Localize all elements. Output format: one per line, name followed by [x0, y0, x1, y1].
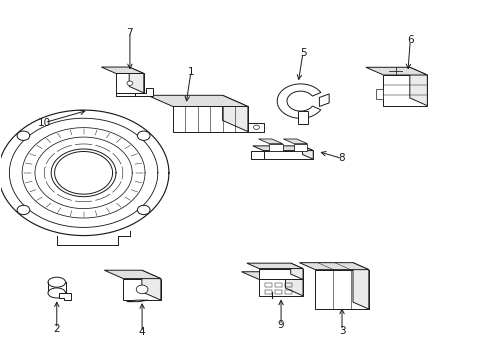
Circle shape [127, 81, 133, 85]
Circle shape [136, 285, 148, 294]
Polygon shape [365, 67, 427, 75]
Polygon shape [250, 150, 263, 159]
Polygon shape [409, 67, 427, 106]
Circle shape [17, 205, 30, 215]
Polygon shape [259, 279, 303, 296]
Text: 10: 10 [38, 118, 51, 128]
Polygon shape [269, 144, 282, 150]
Polygon shape [285, 272, 303, 296]
Polygon shape [222, 95, 247, 132]
Polygon shape [246, 263, 303, 269]
Polygon shape [129, 67, 143, 93]
Polygon shape [375, 89, 383, 99]
Polygon shape [383, 75, 427, 106]
Polygon shape [290, 263, 303, 279]
Polygon shape [252, 146, 313, 150]
Polygon shape [116, 73, 143, 93]
Polygon shape [302, 146, 313, 159]
Text: 7: 7 [126, 28, 133, 38]
Polygon shape [247, 123, 264, 132]
Polygon shape [241, 272, 303, 279]
Text: 6: 6 [406, 35, 413, 45]
Polygon shape [172, 107, 247, 132]
Circle shape [137, 205, 150, 215]
Polygon shape [116, 93, 134, 96]
Ellipse shape [48, 288, 65, 298]
Text: 1: 1 [187, 67, 194, 77]
Polygon shape [59, 293, 71, 300]
Text: 2: 2 [53, 324, 60, 334]
Text: 4: 4 [139, 327, 145, 337]
Polygon shape [298, 111, 307, 125]
Circle shape [137, 131, 150, 140]
Polygon shape [319, 94, 328, 107]
Polygon shape [101, 67, 143, 73]
Polygon shape [126, 300, 148, 302]
Text: 3: 3 [338, 325, 345, 336]
Circle shape [253, 125, 259, 130]
Polygon shape [142, 270, 161, 300]
Polygon shape [263, 150, 313, 159]
Polygon shape [294, 144, 307, 150]
Text: 9: 9 [277, 320, 284, 330]
Text: 8: 8 [338, 153, 345, 163]
Polygon shape [123, 279, 161, 300]
Text: 5: 5 [299, 48, 305, 58]
Polygon shape [352, 263, 368, 309]
Polygon shape [134, 88, 153, 96]
Ellipse shape [48, 277, 65, 287]
Polygon shape [104, 270, 161, 279]
Polygon shape [299, 263, 368, 270]
Polygon shape [258, 139, 282, 144]
Polygon shape [259, 269, 303, 279]
Polygon shape [315, 270, 368, 309]
Polygon shape [277, 84, 320, 118]
Circle shape [17, 131, 30, 140]
Polygon shape [147, 95, 247, 107]
Polygon shape [283, 139, 307, 144]
